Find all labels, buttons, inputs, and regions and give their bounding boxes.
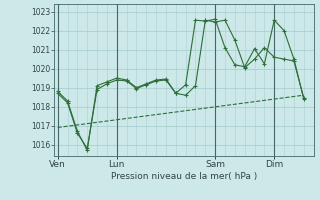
X-axis label: Pression niveau de la mer( hPa ): Pression niveau de la mer( hPa ): [111, 172, 257, 181]
